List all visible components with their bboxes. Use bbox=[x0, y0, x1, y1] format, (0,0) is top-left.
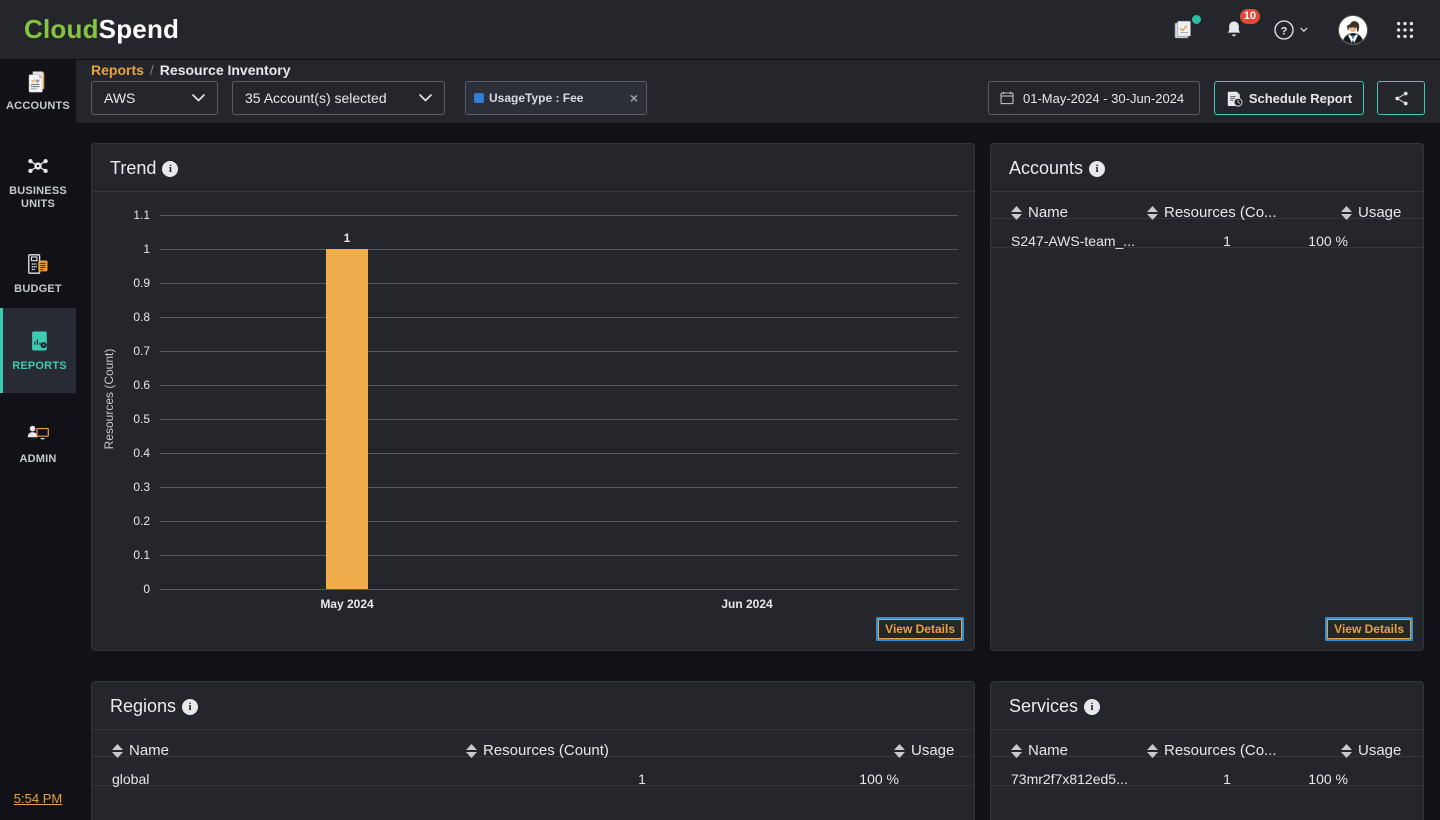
svg-text:?: ? bbox=[1281, 25, 1288, 37]
